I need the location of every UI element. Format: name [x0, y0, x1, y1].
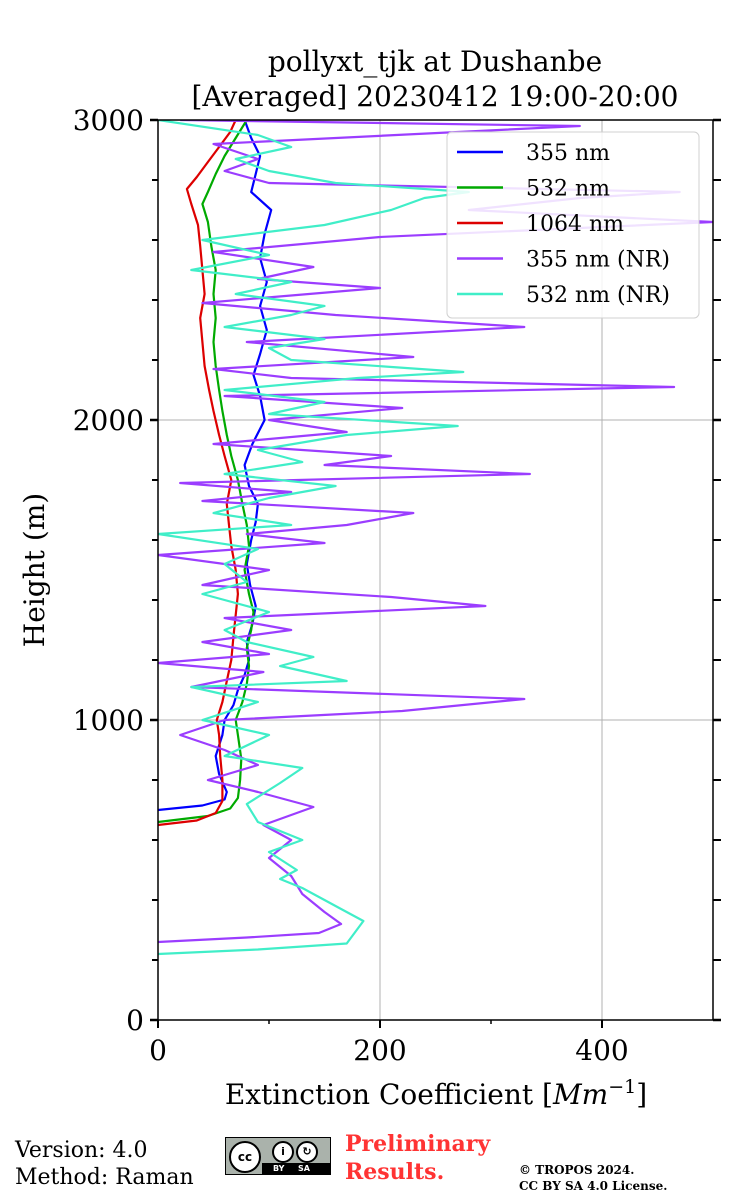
legend-label: 532 nm — [526, 177, 610, 202]
legend-label: 532 nm (NR) — [526, 283, 670, 308]
cc-icon: cc — [229, 1141, 261, 1173]
x-axis-label: Extinction Coefficient [Mm−1] — [225, 1076, 647, 1111]
x-tick-label: 0 — [149, 1034, 167, 1067]
cc-sa-label: SA — [298, 1164, 310, 1173]
chart-title-line2: [Averaged] 20230412 19:00-20:00 — [192, 80, 679, 113]
by-person-icon: i — [272, 1141, 294, 1163]
method-text: Method: Raman — [15, 1165, 194, 1190]
legend: 355 nm 532 nm 1064 nm 355 nm (NR) 532 nm (NR… — [446, 131, 700, 319]
y-tick-label: 1000 — [73, 704, 144, 737]
copyright-line1: © TROPOS 2024. — [519, 1163, 635, 1177]
y-axis-label: Height (m) — [18, 493, 51, 647]
legend-box — [446, 131, 700, 319]
sa-share-icon: ↻ — [296, 1141, 318, 1163]
chart-title-line1: pollyxt_tjk at Dushanbe — [268, 45, 602, 78]
legend-label: 355 nm — [526, 141, 610, 166]
x-axis-label-close: ] — [636, 1078, 647, 1111]
legend-label: 1064 nm — [526, 212, 624, 237]
cc-license-logo: cc i ↻ BY SA — [225, 1137, 331, 1175]
cc-by-label: BY — [273, 1164, 285, 1173]
chart-figure: 0 200 400 0 1000 2000 3000 pollyxt_tjk at Dush… — [18, 45, 721, 1111]
series-line-355-nm-nr- — [158, 120, 713, 944]
x-axis-label-main: Extinction Coefficient [ — [225, 1078, 553, 1111]
series-line-355-nm — [158, 120, 273, 812]
series-group — [158, 120, 713, 956]
series-line-532-nm-nr- — [158, 120, 470, 956]
x-axis-label-exponent: −1 — [608, 1076, 636, 1098]
x-tick-label: 200 — [353, 1034, 406, 1067]
x-axis-label-unit: Mm — [552, 1078, 608, 1111]
preliminary-label: Preliminary — [345, 1131, 491, 1157]
ticks: 0 200 400 0 1000 2000 3000 — [73, 104, 721, 1067]
y-tick-label: 2000 — [73, 404, 144, 437]
axes-frame — [157, 119, 714, 1021]
series-line-1064-nm — [158, 120, 239, 827]
y-tick-label: 0 — [126, 1004, 144, 1037]
version-text: Version: 4.0 — [15, 1138, 148, 1163]
y-tick-label: 3000 — [73, 104, 144, 137]
preliminary-label-2: Results. — [345, 1159, 445, 1185]
x-tick-label: 400 — [575, 1034, 628, 1067]
legend-label: 355 nm (NR) — [526, 248, 670, 273]
cc-strip: BY SA — [262, 1163, 330, 1174]
copyright-line2: CC BY SA 4.0 License. — [519, 1179, 668, 1193]
